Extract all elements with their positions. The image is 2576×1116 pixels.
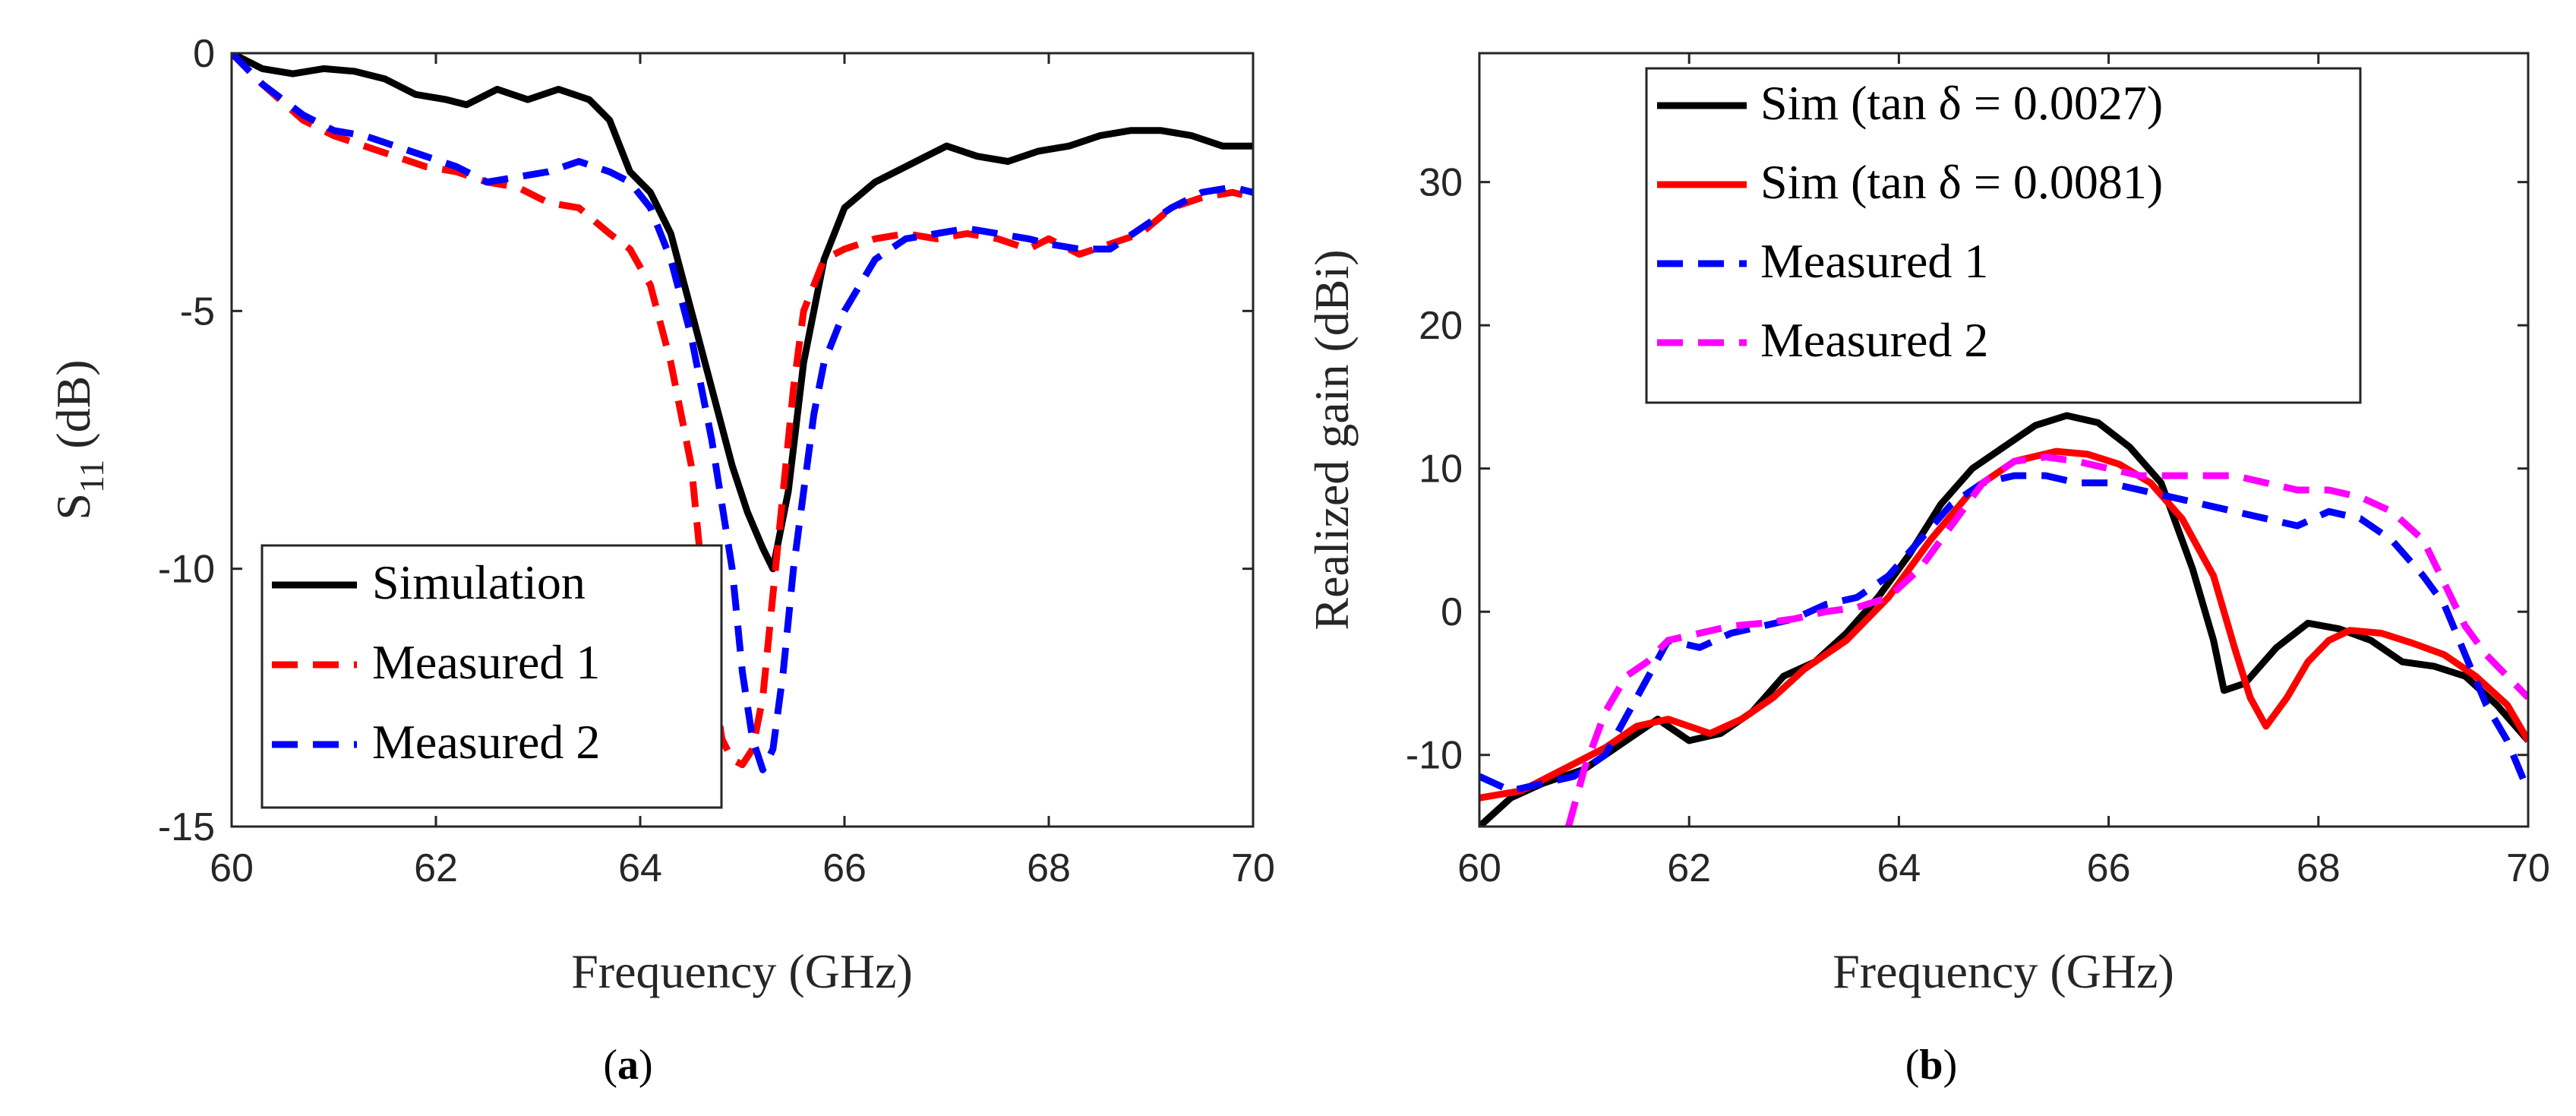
panel-a-xtick-label: 64 <box>618 846 662 890</box>
panel-b-legend: Sim (tan δ = 0.0027) Sim (tan δ = 0.0081)… <box>1645 67 2362 404</box>
panel-b-series <box>1479 412 2528 827</box>
panel-a-xtick-label: 62 <box>414 846 458 890</box>
panel-a-legend-label: Simulation <box>372 555 586 609</box>
panel-b-legend-label: Measured 1 <box>1760 234 1988 288</box>
panel-a-frame <box>230 52 1255 828</box>
panel-a-caption: (a) <box>603 1042 652 1089</box>
panel-b-series-line-4 <box>1565 454 2528 827</box>
panel-b-caption: (b) <box>1905 1042 1957 1089</box>
panel-b-ylabel: Realized gain (dBi) <box>1305 249 1359 630</box>
panel-a-ytick-label: -10 <box>158 548 215 592</box>
panel-b-legend-box <box>1645 67 2362 404</box>
panel-b-xtick-label: 60 <box>1457 846 1501 890</box>
panel-a-legend-box <box>260 544 723 809</box>
panel-a-legend-label: Measured 2 <box>372 715 600 769</box>
panel-b-xtick-label: 66 <box>2087 846 2131 890</box>
panel-a-xtick-label: 66 <box>822 846 867 890</box>
panel-a-ylabel: S11 (dB) <box>46 359 111 520</box>
panel-a-caption-label: a <box>617 1042 639 1089</box>
panel-b-xtick-label: 62 <box>1667 846 1711 890</box>
panel-a-ytick-label: 0 <box>193 32 215 76</box>
panel-a-ytick-label: -15 <box>158 805 215 849</box>
panel-b-ytick-label: 10 <box>1419 447 1463 492</box>
panel-b-frame <box>1478 52 2530 828</box>
panel-b-ytick-label: 30 <box>1419 161 1463 205</box>
panel-a-xtick-label: 70 <box>1231 846 1275 890</box>
panel-a-ytick-label: -5 <box>180 289 215 334</box>
chart-panel-a: 60 62 64 66 68 70 0 -5 -10 -15 Frequency (GHz) S1… <box>46 32 1275 1089</box>
panel-a-series-line-2 <box>232 53 1253 769</box>
panel-a-ylabel-unit: (dB) <box>46 359 100 448</box>
panel-a-legend: Simulation Measured 1 Measured 2 <box>260 544 723 809</box>
panel-a-ticks: 60 62 64 66 68 70 0 -5 -10 -15 <box>158 32 1275 890</box>
panel-b-ytick-label: -10 <box>1406 734 1463 778</box>
panel-b-legend-label: Sim (tan δ = 0.0027) <box>1760 76 2163 130</box>
panel-a-legend-label: Measured 1 <box>372 635 600 689</box>
panel-b-caption-label: b <box>1919 1042 1943 1089</box>
panel-b-legend-label: Measured 2 <box>1760 313 1988 367</box>
panel-b-series-line-2 <box>1479 447 2528 801</box>
panel-b-ytick-label: 0 <box>1441 590 1463 634</box>
panel-b-ticks: 60 62 64 66 68 70 -10 0 10 20 30 <box>1406 53 2550 890</box>
panel-a-ylabel-sub: 11 <box>72 460 111 493</box>
panel-a-series-line-3 <box>232 53 1253 773</box>
panel-b-xtick-label: 64 <box>1877 846 1921 890</box>
panel-a-xtick-label: 68 <box>1027 846 1071 890</box>
panel-b-legend-label: Sim (tan δ = 0.0081) <box>1760 155 2163 209</box>
panel-b-xtick-label: 70 <box>2506 846 2550 890</box>
panel-b-xlabel: Frequency (GHz) <box>1833 944 2174 998</box>
panel-a-series <box>232 53 1253 773</box>
panel-a-ylabel-main: S <box>46 493 100 520</box>
panel-a-ylabel-group: S11 (dB) <box>46 359 111 520</box>
chart-panel-b: 60 62 64 66 68 70 -10 0 10 20 30 Frequency (GHz) R… <box>1305 52 2550 1089</box>
panel-a-xtick-label: 60 <box>210 846 254 890</box>
panel-b-ytick-label: 20 <box>1419 304 1463 348</box>
panel-a-series-line-1 <box>232 53 1253 573</box>
panel-a-xlabel: Frequency (GHz) <box>571 944 913 998</box>
panel-b-xtick-label: 68 <box>2297 846 2341 890</box>
